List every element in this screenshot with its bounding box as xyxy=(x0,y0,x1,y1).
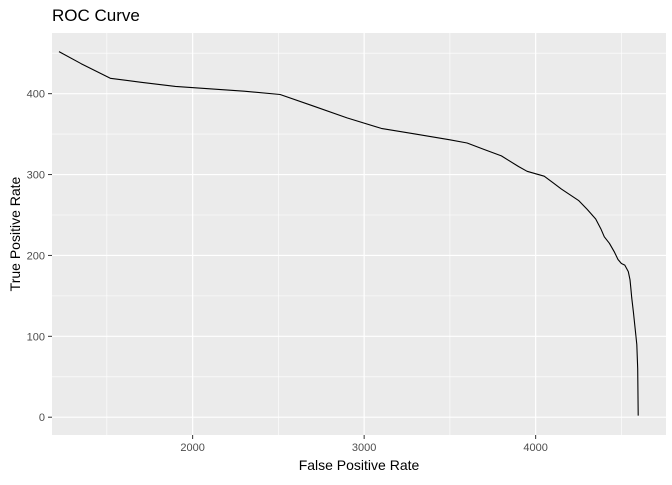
y-tick-label: 400 xyxy=(27,89,45,101)
x-axis-title: False Positive Rate xyxy=(299,457,420,473)
x-tick-label: 4000 xyxy=(523,442,547,454)
series-layer xyxy=(58,51,639,416)
x-tick-label: 2000 xyxy=(180,442,204,454)
ticks: 2000 3000 4000 0 100 200 300 400 xyxy=(27,89,548,454)
y-tick-label: 100 xyxy=(27,331,45,343)
y-tick-label: 300 xyxy=(27,170,45,182)
grid xyxy=(52,33,666,435)
y-tick-label: 200 xyxy=(27,250,45,262)
y-axis-title: True Positive Rate xyxy=(7,176,23,291)
x-tick-label: 3000 xyxy=(352,442,376,454)
plot-panel xyxy=(52,33,666,435)
y-tick-label: 0 xyxy=(39,412,45,424)
roc-curve-line xyxy=(58,51,639,416)
chart-title: ROC Curve xyxy=(52,6,140,25)
